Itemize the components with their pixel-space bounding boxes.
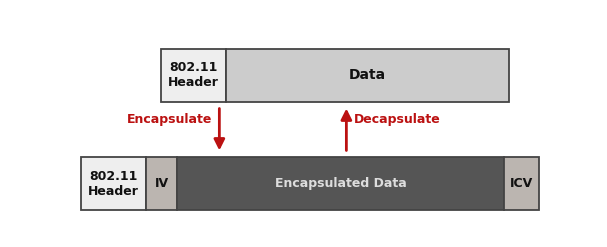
Text: IV: IV [155, 177, 169, 190]
Text: Encapsulated Data: Encapsulated Data [274, 177, 406, 190]
Text: Encapsulate: Encapsulate [127, 113, 212, 126]
FancyBboxPatch shape [177, 157, 504, 210]
FancyBboxPatch shape [146, 157, 177, 210]
Text: 802.11
Header: 802.11 Header [168, 61, 219, 89]
Text: Data: Data [349, 68, 386, 82]
Text: ICV: ICV [510, 177, 533, 190]
FancyBboxPatch shape [160, 49, 226, 102]
FancyBboxPatch shape [226, 49, 509, 102]
Text: 802.11
Header: 802.11 Header [88, 170, 139, 198]
FancyBboxPatch shape [81, 157, 146, 210]
FancyBboxPatch shape [504, 157, 539, 210]
Text: Decapsulate: Decapsulate [353, 113, 440, 126]
